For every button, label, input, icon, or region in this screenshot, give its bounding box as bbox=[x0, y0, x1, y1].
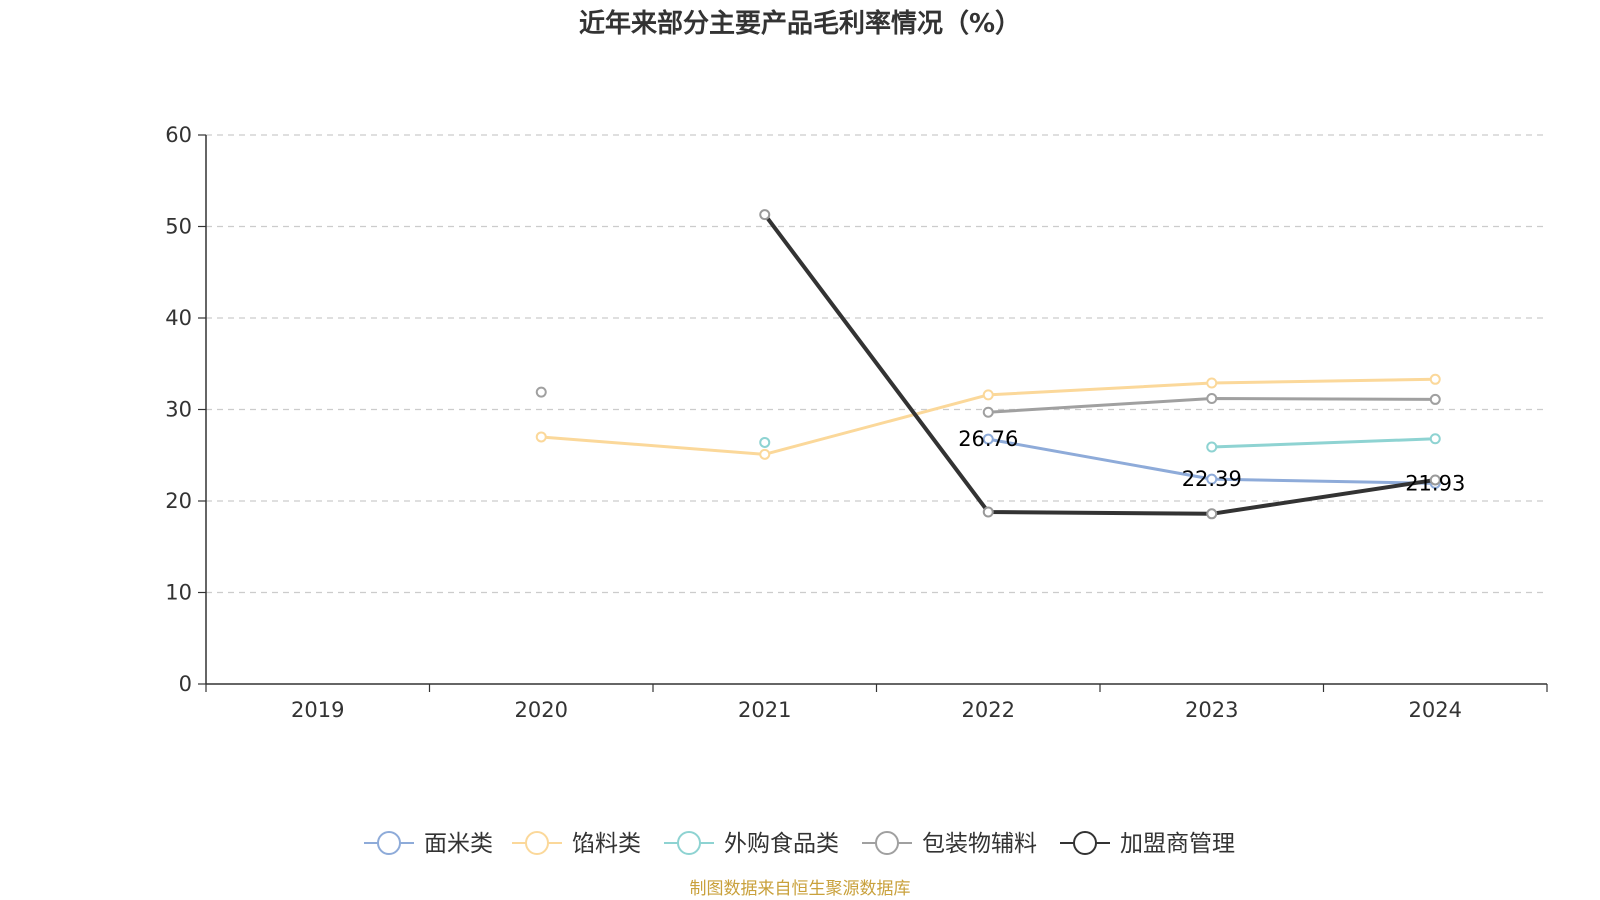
legend-swatch-marker bbox=[1073, 831, 1097, 855]
series-4 bbox=[535, 386, 1441, 418]
series bbox=[535, 209, 1441, 520]
series-5 bbox=[759, 209, 1441, 520]
y-tick-label-30: 30 bbox=[165, 398, 192, 422]
series-5-line bbox=[763, 213, 1436, 516]
legend: 面米类 馅料类 外购食品类 包装物辅料 加盟商管理 bbox=[364, 831, 1235, 857]
legend-item-4: 包装物辅料 bbox=[862, 831, 1037, 857]
series-3-point-2023 bbox=[1206, 441, 1218, 453]
legend-item-1: 面米类 bbox=[364, 831, 493, 857]
data-label-2023: 22.39 bbox=[1182, 467, 1242, 491]
y-tick-label-10: 10 bbox=[165, 581, 192, 605]
legend-label: 馅料类 bbox=[572, 831, 641, 857]
series-1 bbox=[982, 433, 1441, 489]
series-5-point-2022 bbox=[982, 506, 994, 518]
series-3-point-2021 bbox=[759, 436, 771, 448]
y-tick-label-60: 60 bbox=[165, 123, 192, 147]
series-2-point-2020 bbox=[535, 431, 547, 443]
series-1-point-2022 bbox=[982, 433, 994, 445]
data-label-2022: 26.76 bbox=[958, 427, 1018, 451]
x-tick-label-2023: 2023 bbox=[1185, 698, 1238, 722]
x-tick-label-2022: 2022 bbox=[962, 698, 1015, 722]
series-3-point-2024 bbox=[1429, 433, 1441, 445]
series-5-point-2024 bbox=[1429, 474, 1441, 486]
legend-item-2: 馅料类 bbox=[512, 831, 641, 857]
legend-swatch-marker bbox=[677, 831, 701, 855]
legend-item-3: 外购食品类 bbox=[664, 831, 839, 857]
series-2-point-2023 bbox=[1206, 377, 1218, 389]
x-tick-label-2020: 2020 bbox=[515, 698, 568, 722]
x-tick-label-2024: 2024 bbox=[1409, 698, 1462, 722]
series-5-point-2021 bbox=[759, 209, 771, 221]
gridlines bbox=[206, 134, 1547, 594]
data-label-2024: 21.93 bbox=[1405, 471, 1465, 495]
series-1-point-2023 bbox=[1206, 473, 1218, 485]
x-tick-label-2021: 2021 bbox=[738, 698, 791, 722]
y-tick-label-50: 50 bbox=[165, 215, 192, 239]
series-5-point-2023 bbox=[1206, 508, 1218, 520]
legend-label: 包装物辅料 bbox=[922, 831, 1037, 857]
chart-title: 近年来部分主要产品毛利率情况（%） bbox=[579, 8, 1021, 39]
series-2-point-2022 bbox=[982, 389, 994, 401]
legend-swatch-marker bbox=[377, 831, 401, 855]
series-2-point-2024 bbox=[1429, 373, 1441, 385]
x-tick-label-2019: 2019 bbox=[291, 698, 344, 722]
legend-swatch-marker bbox=[875, 831, 899, 855]
source-note: 制图数据来自恒生聚源数据库 bbox=[690, 879, 911, 899]
legend-label: 加盟商管理 bbox=[1120, 831, 1235, 857]
legend-label: 外购食品类 bbox=[724, 831, 839, 857]
y-tick-label-20: 20 bbox=[165, 489, 192, 513]
y-tick-label-0: 0 bbox=[179, 672, 192, 696]
y-tick-label-40: 40 bbox=[165, 306, 192, 330]
series-4-point-2024 bbox=[1429, 393, 1441, 405]
series-4-point-2020 bbox=[535, 386, 547, 398]
legend-swatch-marker bbox=[525, 831, 549, 855]
data-labels: 26.76 22.39 21.93 bbox=[958, 427, 1465, 495]
legend-label: 面米类 bbox=[424, 831, 493, 857]
series-2 bbox=[535, 373, 1441, 460]
axes: 0 10 20 30 40 50 60 2019 2020 2021 2022 2023 2024 bbox=[165, 123, 1548, 722]
series-4-point-2023 bbox=[1206, 393, 1218, 405]
series-3-line bbox=[1211, 437, 1436, 449]
legend-item-5: 加盟商管理 bbox=[1060, 831, 1235, 857]
series-3 bbox=[759, 433, 1441, 453]
series-4-point-2022 bbox=[982, 406, 994, 418]
series-2-point-2021 bbox=[759, 448, 771, 460]
